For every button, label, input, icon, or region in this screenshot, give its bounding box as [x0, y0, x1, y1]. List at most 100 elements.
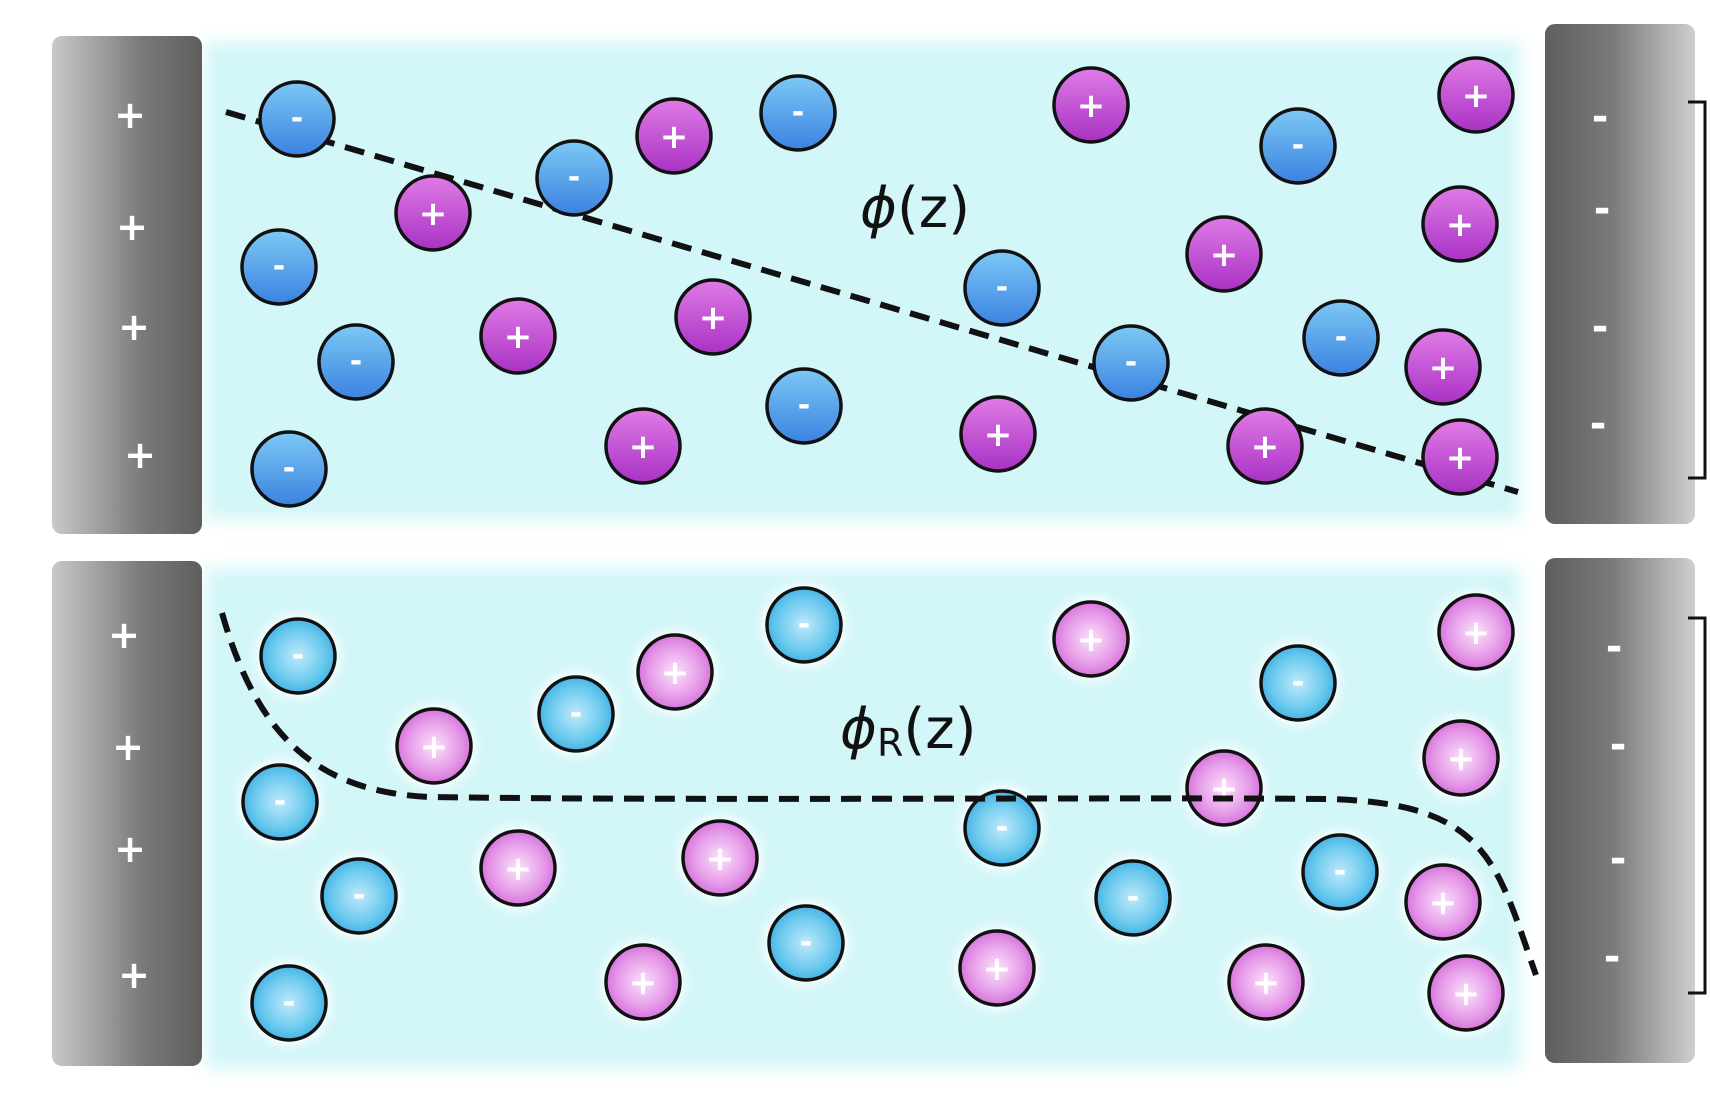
anion-sign: -: [996, 270, 1008, 305]
anion-particle: -: [258, 80, 336, 158]
cation-sign: +: [629, 427, 658, 467]
cation-particle: +: [1182, 746, 1266, 830]
cation-particle: +: [1421, 185, 1499, 263]
anion-sign: -: [291, 101, 303, 136]
negative-charge-mark: -: [1610, 836, 1627, 882]
cation-sign: +: [1462, 613, 1491, 653]
cation-sign: +: [699, 298, 728, 338]
cation-sign: +: [1210, 769, 1239, 809]
cation-sign: +: [1251, 427, 1280, 467]
positive-charge-mark: +: [118, 305, 150, 349]
positive-charge-mark: +: [114, 93, 146, 137]
anion-particle: -: [963, 249, 1041, 327]
cation-particle: +: [674, 278, 752, 356]
negative-charge-mark: -: [1610, 722, 1627, 768]
anion-sign: -: [283, 451, 295, 486]
potential-label-top: ϕ(z): [860, 176, 970, 241]
cation-sign: +: [504, 317, 533, 357]
cation-particle: +: [955, 926, 1039, 1010]
anion-particle: -: [238, 760, 322, 844]
left-electrode-charges-bottom: + + + +: [108, 613, 150, 997]
cation-sign: +: [1077, 86, 1106, 126]
anion-particle: -: [1302, 299, 1380, 377]
potential-arg-top: (z): [897, 176, 970, 241]
cation-sign: +: [419, 194, 448, 234]
cation-particle: +: [1224, 940, 1308, 1024]
cation-particle: +: [633, 630, 717, 714]
positive-charge-mark: +: [118, 953, 150, 997]
potential-arg-bottom: (z): [903, 697, 976, 762]
anion-sign: -: [798, 607, 810, 642]
left-electrode-bottom: [52, 561, 202, 1066]
cation-particle: +: [392, 704, 476, 788]
ions-top: - - - - - - - - - - - + + + + + + + + + + + + +: [240, 56, 1515, 508]
cation-sign: +: [1446, 438, 1475, 478]
right-electrode-charges-bottom: - - - -: [1604, 624, 1627, 980]
negative-charge-mark: -: [1592, 94, 1609, 140]
cation-particle: +: [601, 940, 685, 1024]
right-electrode-bottom: [1545, 558, 1695, 1063]
positive-charge-mark: +: [114, 827, 146, 871]
positive-charge-mark: +: [108, 613, 140, 657]
anion-sign: -: [353, 878, 365, 913]
right-electrode-charges-top: - - - -: [1590, 94, 1611, 447]
anion-sign: -: [1127, 880, 1139, 915]
anion-particle: -: [1298, 830, 1382, 914]
anion-particle: -: [317, 323, 395, 401]
left-electrode-charges-top: + + + +: [114, 93, 156, 477]
anion-sign: -: [350, 344, 362, 379]
cation-particle: +: [1404, 328, 1482, 406]
anion-sign: -: [274, 784, 286, 819]
anion-particle: -: [250, 430, 328, 508]
anion-sign: -: [273, 249, 285, 284]
anion-sign: -: [798, 388, 810, 423]
left-electrode-top: [52, 36, 202, 534]
cation-sign: +: [661, 653, 690, 693]
cation-sign: +: [984, 415, 1013, 455]
cation-sign: +: [1077, 620, 1106, 660]
positive-charge-mark: +: [124, 433, 156, 477]
anion-particle: -: [1256, 641, 1340, 725]
cation-particle: +: [1049, 597, 1133, 681]
cation-sign: +: [420, 727, 449, 767]
anion-sign: -: [1292, 665, 1304, 700]
cation-sign: +: [706, 839, 735, 879]
cation-particle: +: [1052, 66, 1130, 144]
anion-sign: -: [1335, 320, 1347, 355]
anion-particle: -: [764, 901, 848, 985]
cation-sign: +: [1452, 974, 1481, 1014]
cation-particle: +: [394, 174, 472, 252]
cation-particle: +: [476, 826, 560, 910]
negative-charge-mark: -: [1606, 624, 1623, 670]
ions-bottom: - - - - - - - - - - - + + + + + + + + + + + + +: [238, 583, 1518, 1045]
anion-sign: -: [792, 95, 804, 130]
anion-particle: -: [1091, 856, 1175, 940]
anion-particle: -: [247, 961, 331, 1045]
anion-sign: -: [800, 925, 812, 960]
bracket-top: [1688, 100, 1707, 480]
cation-particle: +: [1421, 418, 1499, 496]
anion-particle: -: [535, 139, 613, 217]
anion-sign: -: [1334, 854, 1346, 889]
cation-particle: +: [1434, 590, 1518, 674]
cation-sign: +: [1446, 205, 1475, 245]
cation-particle: +: [1424, 951, 1508, 1035]
anion-sign: -: [283, 985, 295, 1020]
anion-particle: -: [317, 854, 401, 938]
cation-sign: +: [629, 963, 658, 1003]
anion-particle: -: [240, 228, 318, 306]
negative-charge-mark: -: [1594, 186, 1611, 232]
cation-particle: +: [479, 297, 557, 375]
anion-sign: -: [1125, 345, 1137, 380]
cation-particle: +: [1226, 407, 1304, 485]
cation-sign: +: [1210, 235, 1239, 275]
positive-charge-mark: +: [116, 205, 148, 249]
anion-particle: -: [765, 367, 843, 445]
anion-sign: -: [292, 638, 304, 673]
cation-particle: +: [959, 395, 1037, 473]
cation-particle: +: [635, 97, 713, 175]
electrolyte-region-top: [205, 42, 1520, 520]
anion-particle: -: [534, 672, 618, 756]
negative-charge-mark: -: [1604, 934, 1621, 980]
cation-sign: +: [660, 117, 689, 157]
